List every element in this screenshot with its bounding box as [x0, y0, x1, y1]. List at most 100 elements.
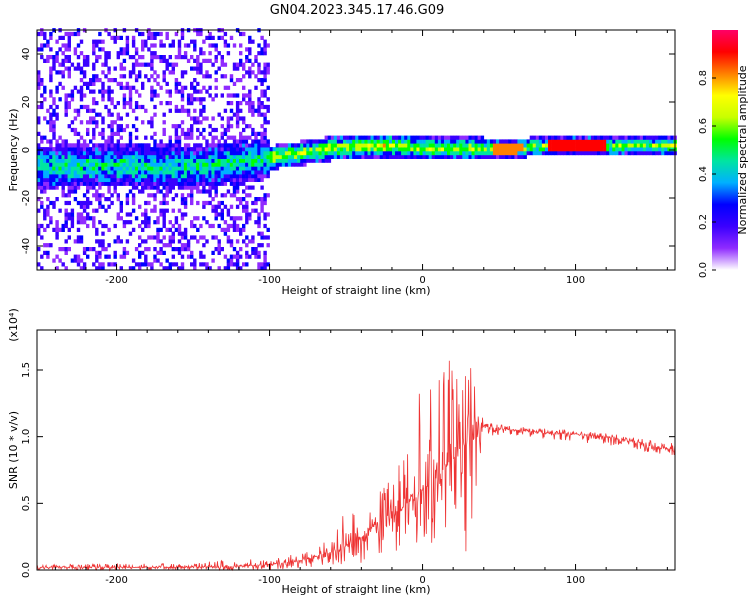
heatmap-cell	[165, 166, 169, 171]
heatmap-cell	[104, 139, 108, 144]
heatmap-cell	[95, 154, 99, 159]
heatmap-cell	[46, 154, 50, 159]
heatmap-cell	[232, 220, 237, 225]
heatmap-cell	[107, 139, 111, 144]
heatmap-cell	[89, 81, 93, 86]
heatmap-cell	[92, 166, 96, 171]
heatmap-cell	[156, 239, 160, 244]
heatmap-cell	[171, 181, 175, 186]
heatmap-cell	[147, 47, 151, 52]
heatmap-cell	[125, 143, 130, 148]
heatmap-cell	[156, 227, 160, 232]
heatmap-cell	[180, 158, 185, 163]
heatmap-cell	[177, 43, 182, 48]
heatmap-cell	[153, 254, 157, 259]
heatmap-cell	[58, 174, 62, 179]
heatmap-cell	[483, 154, 488, 159]
heatmap-cell	[49, 70, 53, 75]
heatmap-cell	[226, 124, 231, 129]
heatmap-cell	[98, 266, 102, 271]
heatmap-cell	[49, 120, 53, 125]
heatmap-cell	[229, 154, 234, 159]
heatmap-cell	[119, 74, 123, 79]
heatmap-cell	[52, 227, 56, 232]
heatmap-cell	[624, 151, 628, 156]
heatmap-cell	[260, 104, 264, 110]
heatmap-cell	[134, 135, 139, 140]
heatmap-cell	[235, 250, 240, 255]
heatmap-cell	[180, 185, 185, 190]
heatmap-cell	[376, 143, 381, 148]
heatmap-cell	[208, 31, 212, 37]
heatmap-cell	[315, 158, 319, 163]
heatmap-cell	[235, 181, 240, 186]
heatmap-cell	[548, 147, 552, 152]
heatmap-cell	[70, 170, 75, 175]
heatmap-cell	[275, 154, 280, 159]
heatmap-cell	[245, 147, 249, 152]
heatmap-cell	[315, 147, 319, 152]
heatmap-cell	[64, 181, 68, 186]
heatmap-cell	[193, 235, 197, 240]
heatmap-cell	[52, 131, 56, 136]
heatmap-cell	[190, 174, 194, 179]
heatmap-cell	[248, 158, 252, 163]
heatmap-cell	[220, 147, 224, 152]
heatmap-cell	[248, 74, 252, 79]
heatmap-cell	[150, 97, 154, 102]
heatmap-cell	[125, 212, 130, 217]
heatmap-cell	[86, 223, 90, 229]
heatmap-cell	[190, 193, 194, 198]
heatmap-cell	[37, 131, 41, 136]
heatmap-cell	[162, 120, 166, 125]
heatmap-cell	[226, 189, 231, 194]
heatmap-cell	[251, 200, 255, 206]
heatmap-cell	[125, 220, 130, 225]
heatmap-cell	[226, 258, 231, 263]
heatmap-cell	[242, 66, 246, 71]
heatmap-cell	[336, 139, 341, 144]
heatmap-cell	[196, 177, 200, 182]
heatmap-cell	[492, 139, 497, 144]
heatmap-cell	[459, 151, 463, 156]
heatmap-cell	[190, 124, 194, 129]
heatmap-cell	[242, 93, 246, 98]
heatmap-cell	[245, 158, 249, 163]
heatmap-cell	[43, 216, 47, 221]
heatmap-cell	[205, 181, 209, 186]
heatmap-cell	[398, 154, 402, 159]
heatmap-cell	[92, 220, 96, 225]
heatmap-cell	[190, 235, 194, 240]
heatmap-cell	[159, 139, 163, 144]
heatmap-cell	[239, 78, 243, 83]
heatmap-cell	[162, 43, 166, 48]
heatmap-cell	[257, 43, 261, 48]
heatmap-cell	[153, 131, 157, 136]
heatmap-cell	[343, 135, 347, 140]
heatmap-cell	[612, 139, 616, 144]
heatmap-cell	[254, 158, 258, 163]
heatmap-cell	[379, 147, 384, 152]
heatmap-cell	[232, 170, 237, 175]
heatmap-cell	[104, 55, 108, 60]
heatmap-cell	[153, 43, 157, 48]
heatmap-cell	[333, 143, 338, 148]
heatmap-cell	[183, 85, 188, 90]
heatmap-cell	[263, 62, 267, 67]
heatmap-cell	[141, 185, 145, 190]
heatmap-cell	[174, 151, 179, 156]
heatmap-cell	[306, 158, 310, 163]
heatmap-cell	[76, 151, 81, 156]
heatmap-cell	[431, 147, 436, 152]
heatmap-cell	[128, 74, 133, 79]
heatmap-cell	[425, 147, 429, 152]
heatmap-cell	[235, 262, 240, 267]
heatmap-cell	[278, 151, 283, 156]
heatmap-cell	[398, 143, 402, 148]
heatmap-cell	[138, 158, 142, 163]
heatmap-cell	[153, 35, 157, 40]
heatmap-cell	[67, 143, 71, 148]
heatmap-cell	[190, 93, 194, 98]
heatmap-cell	[150, 193, 154, 198]
heatmap-cell	[70, 154, 75, 159]
